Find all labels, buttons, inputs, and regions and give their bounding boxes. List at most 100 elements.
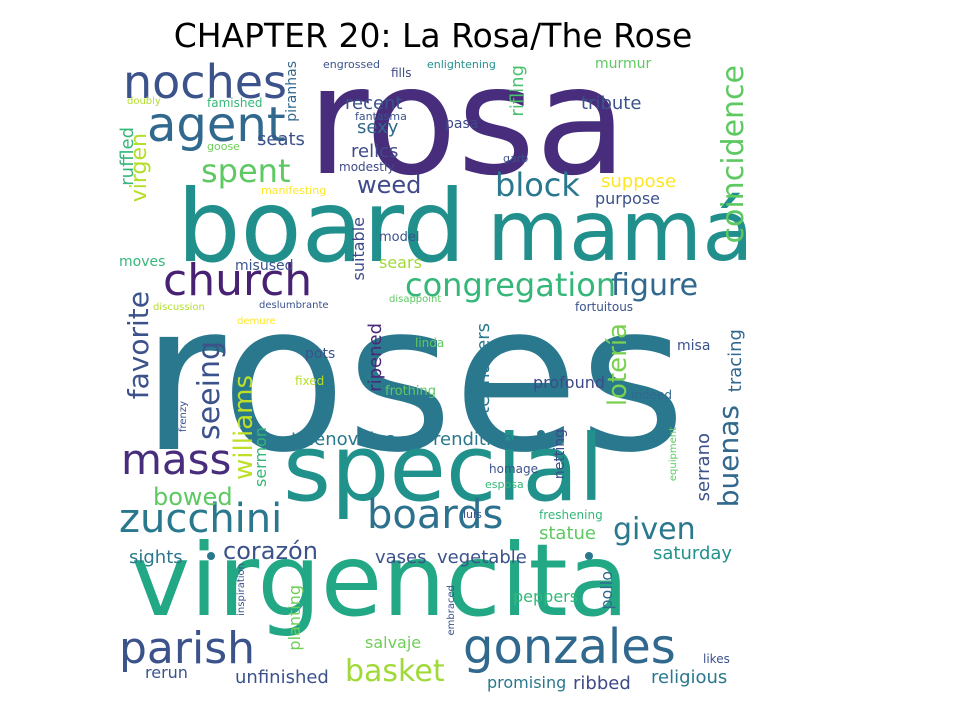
word-40: ruffled: [119, 127, 138, 186]
word-42: sears: [379, 253, 422, 272]
word-92: disappoint: [389, 294, 442, 305]
word-12: boards: [367, 492, 504, 538]
word-84: fantasma: [355, 110, 407, 123]
word-91: discussion: [153, 302, 205, 313]
word-81: piranhas: [284, 61, 300, 122]
word-70: misa: [677, 338, 711, 354]
word-0: rosa: [307, 55, 628, 209]
word-13: mass: [121, 435, 232, 484]
word-98: embraced: [446, 585, 457, 636]
word-6: noches: [123, 55, 288, 109]
word-10: gonzales: [463, 619, 676, 675]
word-19: weed: [357, 171, 422, 199]
word-96: equipment: [668, 427, 679, 482]
word-46: profound: [533, 373, 606, 392]
word-49: saturday: [653, 543, 733, 564]
word-82: famished: [207, 96, 263, 110]
word-39: seats: [257, 129, 305, 150]
word-30: telenovelas: [291, 429, 395, 450]
word-36: rifling: [507, 65, 528, 117]
word-26: given: [613, 512, 696, 547]
word-95: frenzy: [178, 401, 189, 433]
word-32: sexy: [357, 117, 399, 138]
word-4: virgencita: [131, 522, 629, 639]
word-75: luis: [463, 508, 482, 521]
word-44: teenagers: [473, 323, 494, 414]
word-22: seeing: [192, 341, 227, 440]
word-11: zucchini: [119, 496, 283, 542]
word-77: murmur: [595, 56, 652, 72]
word-37: suppose: [601, 171, 677, 192]
word-80: enlightening: [427, 58, 496, 71]
word-53: sermon: [251, 427, 270, 487]
word-17: figure: [611, 268, 699, 303]
word-62: planting: [285, 585, 304, 651]
word-63: moves: [119, 254, 166, 270]
word-73: homage: [489, 462, 538, 476]
word-69: linda: [415, 336, 445, 350]
word-14: congregation: [405, 266, 617, 304]
dot-marker: [207, 552, 215, 560]
word-16: coincidence: [716, 65, 748, 244]
word-65: model: [379, 230, 420, 245]
word-18: spent: [201, 152, 291, 190]
word-64: misused: [235, 258, 294, 274]
word-57: promising: [487, 673, 567, 692]
word-3: mamá: [487, 182, 748, 280]
word-27: basket: [345, 654, 445, 689]
word-43: ripened: [365, 323, 386, 392]
word-33: recent: [345, 93, 403, 114]
word-72: netting: [552, 429, 568, 480]
word-50: vases: [375, 547, 427, 568]
dot-marker: [537, 430, 545, 438]
word-94: demure: [237, 316, 276, 327]
word-cloud: rosa roses board mamá virgencita special noche…: [119, 55, 748, 703]
word-24: buenas: [712, 405, 745, 508]
word-28: corazón: [223, 537, 318, 565]
word-7: agent: [147, 97, 286, 153]
word-38: purpose: [595, 189, 660, 208]
word-74: esposa: [485, 478, 524, 491]
word-55: unfinished: [235, 667, 329, 688]
word-52: sights: [129, 547, 183, 568]
word-35: tribute: [581, 93, 642, 114]
word-45: tracing: [725, 329, 746, 393]
word-56: rerun: [145, 663, 188, 682]
word-59: religious: [651, 667, 728, 688]
word-87: goose: [207, 140, 240, 153]
word-25: lotería: [603, 323, 633, 407]
dot-marker: [585, 552, 593, 560]
word-15: block: [495, 166, 580, 204]
word-78: fills: [391, 66, 412, 80]
word-60: peppers: [513, 587, 579, 606]
word-51: vegetable: [437, 547, 527, 568]
word-48: statue: [539, 523, 597, 544]
word-47: serrano: [693, 433, 714, 502]
word-41: suitable: [349, 217, 368, 281]
word-67: fixed: [295, 374, 325, 388]
word-86: modestly: [339, 160, 395, 174]
word-90: deslumbrante: [259, 300, 329, 311]
word-31: rendition: [433, 429, 514, 450]
word-99: likes: [703, 652, 730, 666]
word-89: manifesting: [261, 184, 327, 197]
word-21: favorite: [122, 291, 155, 400]
word-8: church: [163, 255, 313, 306]
word-34: relics: [351, 141, 399, 162]
word-85: pasa: [445, 116, 479, 132]
word-79: engrossed: [323, 58, 380, 71]
word-83: doubly: [127, 96, 161, 107]
word-88: garb: [503, 152, 529, 165]
word-2: board: [177, 168, 466, 285]
chart-title: CHAPTER 20: La Rosa/The Rose: [173, 16, 693, 55]
word-58: ribbed: [573, 673, 631, 694]
word-5: special: [283, 415, 605, 522]
word-97: inspiration: [236, 563, 247, 616]
word-29: bowed: [153, 483, 233, 511]
word-61: pollo: [597, 571, 616, 610]
word-68: frothing: [385, 384, 437, 399]
word-93: fortuitous: [575, 300, 634, 314]
word-71: indeed: [631, 388, 672, 402]
word-66: pots: [305, 346, 336, 362]
word-1: roses: [141, 260, 686, 498]
